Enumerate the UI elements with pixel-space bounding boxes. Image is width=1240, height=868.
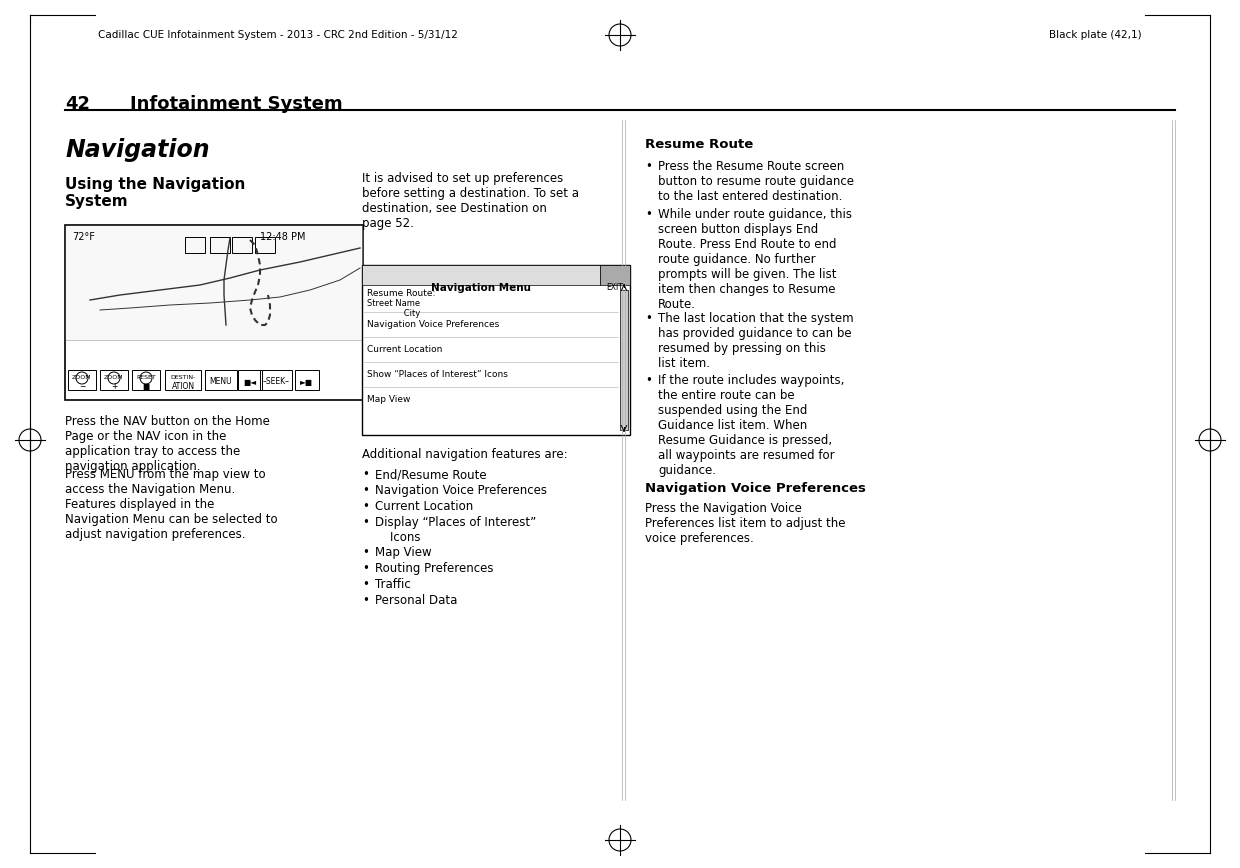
Bar [295,370,319,390]
Bar [600,265,630,285]
Text: Map View: Map View [367,395,410,404]
Text: ZOOM: ZOOM [72,375,92,380]
Text: Infotainment System: Infotainment System [130,95,342,113]
Text: ■: ■ [143,382,150,391]
Text: 42: 42 [64,95,91,113]
Text: While under route guidance, this
screen button displays End
Route. Press End Rou: While under route guidance, this screen … [658,208,852,311]
Text: Press MENU from the map view to
access the Navigation Menu.
Features displayed i: Press MENU from the map view to access t… [64,468,278,541]
Text: •: • [362,468,368,481]
Text: –SEEK–: –SEEK– [263,378,289,386]
Bar [205,370,237,390]
Text: Show “Places of Interest” Icons: Show “Places of Interest” Icons [367,370,508,379]
Text: It is advised to set up preferences
before setting a destination. To set a
desti: It is advised to set up preferences befo… [362,172,579,230]
Text: Routing Preferences: Routing Preferences [374,562,494,575]
Bar [165,370,201,390]
Text: •: • [645,208,652,221]
Text: •: • [645,312,652,325]
Text: Personal Data: Personal Data [374,594,458,607]
Text: DESTIN-: DESTIN- [170,375,196,380]
Text: 72°F: 72°F [72,232,95,242]
Text: Display “Places of Interest”
    Icons: Display “Places of Interest” Icons [374,516,536,544]
Text: •: • [362,500,368,513]
Text: Current Location: Current Location [374,500,474,513]
Text: Street Name
              City: Street Name City [367,299,420,319]
Text: •: • [362,484,368,497]
Bar [64,225,363,400]
Bar [260,370,291,390]
Text: EXIT: EXIT [606,283,624,292]
Text: Navigation: Navigation [64,138,210,162]
Bar [131,370,160,390]
Text: Map View: Map View [374,546,432,559]
Text: Traffic: Traffic [374,578,410,591]
Text: ►■: ►■ [300,378,314,386]
Text: Navigation Voice Preferences: Navigation Voice Preferences [367,320,500,329]
Bar [620,290,627,430]
Text: Current Location: Current Location [367,345,443,354]
Text: Navigation Voice Preferences: Navigation Voice Preferences [645,482,866,495]
Text: Resume Route:: Resume Route: [367,289,435,298]
Text: Press the Navigation Voice
Preferences list item to adjust the
voice preferences: Press the Navigation Voice Preferences l… [645,502,846,545]
Text: 12:48 PM: 12:48 PM [259,232,305,242]
Text: •: • [362,562,368,575]
Bar [362,265,630,435]
Text: •: • [362,594,368,607]
Text: MENU: MENU [210,378,232,386]
Bar [185,237,205,253]
Bar [255,237,275,253]
Text: End/Resume Route: End/Resume Route [374,468,486,481]
Bar [64,225,363,340]
Text: +: + [110,382,118,391]
Text: The last location that the system
has provided guidance to can be
resumed by pre: The last location that the system has pr… [658,312,853,370]
Text: Press the NAV button on the Home
Page or the NAV icon in the
application tray to: Press the NAV button on the Home Page or… [64,415,270,473]
Bar [362,265,600,285]
Bar [100,370,128,390]
Bar [68,370,95,390]
Text: If the route includes waypoints,
the entire route can be
suspended using the End: If the route includes waypoints, the ent… [658,374,844,477]
Bar [210,237,229,253]
Text: ■◄: ■◄ [243,378,257,386]
Text: Additional navigation features are:: Additional navigation features are: [362,448,568,461]
Text: •: • [645,374,652,387]
Text: ATION: ATION [171,382,195,391]
Text: •: • [362,516,368,529]
Text: Navigation Voice Preferences: Navigation Voice Preferences [374,484,547,497]
Text: Press the Resume Route screen
button to resume route guidance
to the last entere: Press the Resume Route screen button to … [658,160,854,203]
Text: •: • [362,578,368,591]
Bar [238,370,262,390]
Bar [232,237,252,253]
Text: •: • [362,546,368,559]
Text: Using the Navigation
System: Using the Navigation System [64,177,246,209]
Text: RESET: RESET [136,375,156,380]
Text: −: − [79,382,86,391]
Text: Black plate (42,1): Black plate (42,1) [1049,30,1142,40]
Text: Navigation Menu: Navigation Menu [432,283,531,293]
Text: Resume Route: Resume Route [645,138,753,151]
Text: •: • [645,160,652,173]
Text: Cadillac CUE Infotainment System - 2013 - CRC 2nd Edition - 5/31/12: Cadillac CUE Infotainment System - 2013 … [98,30,458,40]
Text: ZOOM: ZOOM [104,375,124,380]
